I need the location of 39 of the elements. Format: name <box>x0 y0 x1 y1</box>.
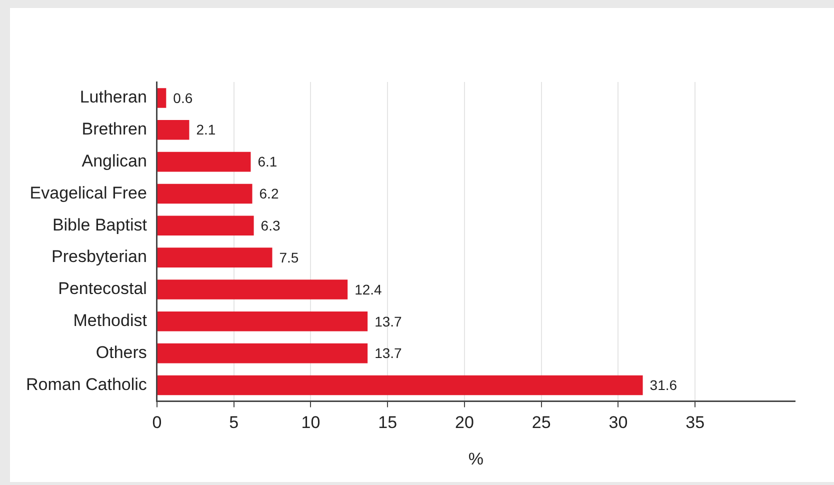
y-tick-label: Evagelical Free <box>30 183 147 202</box>
x-tick-label: 10 <box>301 413 320 432</box>
bar <box>157 88 166 108</box>
data-label: 6.2 <box>259 186 279 202</box>
bar <box>157 280 348 300</box>
x-tick-label: 25 <box>532 413 551 432</box>
y-tick-label: Bible Baptist <box>52 215 148 234</box>
data-label: 0.6 <box>173 90 193 106</box>
y-tick-label: Methodist <box>73 311 148 330</box>
data-label: 6.3 <box>260 218 280 234</box>
x-tick-label: 0 <box>152 413 162 432</box>
y-tick-label: Lutheran <box>80 88 147 107</box>
data-label: 12.4 <box>354 281 382 298</box>
x-tick-label: 5 <box>229 413 239 432</box>
y-tick-label: Roman Catholic <box>26 374 148 394</box>
data-label: 6.1 <box>258 154 278 170</box>
data-label: 13.7 <box>374 313 402 330</box>
data-label: 31.6 <box>650 377 678 394</box>
bar <box>157 184 252 204</box>
data-label: 7.5 <box>279 249 299 266</box>
y-tick-label: Anglican <box>82 151 147 170</box>
bar <box>157 248 272 268</box>
y-tick-label: Presbyterian <box>52 247 147 266</box>
bar <box>157 343 368 364</box>
bar <box>157 216 254 236</box>
x-axis-title: % <box>468 449 484 468</box>
y-tick-label: Pentecostal <box>58 279 147 298</box>
bar <box>157 375 643 396</box>
x-tick-label: 35 <box>686 413 705 432</box>
x-tick-label: 20 <box>454 413 474 432</box>
x-tick-label: 15 <box>378 413 398 432</box>
y-tick-label: Brethren <box>82 120 147 139</box>
data-label: 2.1 <box>196 122 216 138</box>
y-tick-label: Others <box>96 343 147 362</box>
bar <box>157 152 251 172</box>
data-label: 13.7 <box>374 345 402 362</box>
x-tick-label: 30 <box>608 413 628 432</box>
bar <box>157 312 368 332</box>
bar <box>157 120 190 140</box>
